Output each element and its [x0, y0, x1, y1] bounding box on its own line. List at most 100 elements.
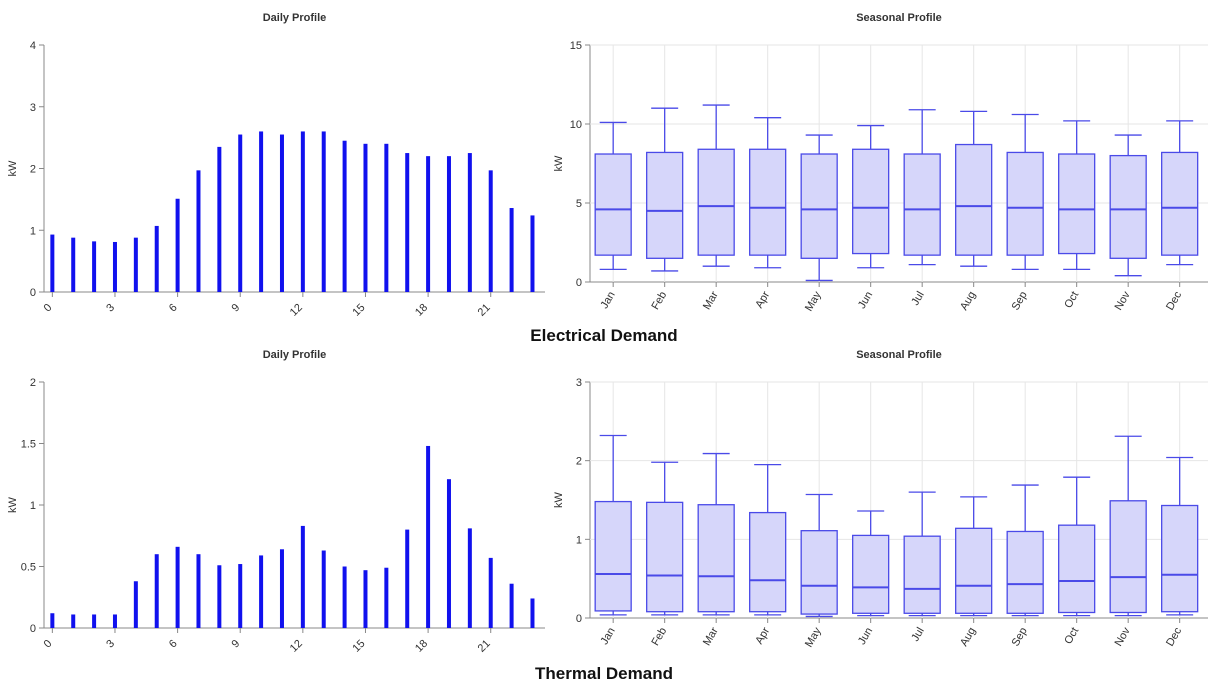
bar-hour-17 — [405, 529, 410, 628]
box-Apr: Apr — [749, 463, 787, 646]
x-tick-label: Jun — [856, 626, 875, 647]
x-tick-label: Aug — [958, 290, 978, 313]
bar-hour-18 — [426, 156, 431, 292]
bar-hour-14 — [342, 566, 347, 628]
box-iqr — [1161, 151, 1199, 256]
box-Apr: Apr — [749, 117, 787, 310]
box-Jun: Jun — [852, 124, 890, 311]
bar-hour-21 — [488, 170, 493, 292]
bar-hour-10 — [259, 555, 264, 628]
bar-hour-22 — [509, 583, 514, 628]
y-tick-label: 0.5 — [21, 562, 36, 574]
bar-hour-21 — [488, 557, 493, 628]
x-tick-label: 0 — [42, 302, 55, 315]
bar-hour-19 — [446, 156, 451, 292]
bar-hour-1 — [71, 237, 76, 292]
x-tick-label: Jan — [599, 290, 618, 311]
bar-hour-7 — [196, 170, 201, 292]
bar-hour-15 — [363, 570, 368, 628]
y-tick-label: 2 — [30, 164, 36, 176]
chart-title: Daily Profile — [263, 12, 327, 24]
bar-hour-3 — [112, 614, 117, 628]
bar-hour-2 — [92, 241, 97, 292]
thermal-daily-chart: Daily Profile kW 0 0.5 1 1.5 2 0 3 6 9 12 15 18 21 — [7, 349, 545, 655]
bar-hour-8 — [217, 565, 222, 628]
x-tick-label: Aug — [958, 626, 978, 649]
box-Mar: Mar — [697, 452, 735, 648]
y-tick-label: 0 — [576, 277, 582, 289]
x-tick-label: Jul — [909, 290, 926, 308]
y-tick-label: 1 — [30, 225, 36, 237]
y-axis-label: kW — [7, 160, 19, 177]
box-iqr — [852, 148, 890, 255]
box-iqr — [697, 148, 735, 256]
bar-hour-2 — [92, 614, 97, 628]
chart-title: Seasonal Profile — [856, 12, 942, 24]
x-tick-label: May — [803, 625, 824, 649]
bar-hour-7 — [196, 554, 201, 628]
bar-hour-13 — [321, 550, 326, 628]
bar-hour-1 — [71, 614, 76, 628]
y-tick-label: 0 — [576, 613, 582, 625]
bar-hour-20 — [467, 153, 472, 292]
x-tick-label: 15 — [350, 302, 367, 319]
x-tick-label: Dec — [1164, 289, 1184, 312]
chart-title: Seasonal Profile — [856, 349, 942, 361]
x-tick-label: Feb — [649, 290, 669, 312]
y-axis-label: kW — [7, 496, 19, 513]
x-tick-label: 12 — [288, 302, 305, 319]
x-tick-label: Oct — [1062, 626, 1081, 647]
x-tick-label: 6 — [167, 638, 180, 651]
y-tick-label: 3 — [576, 377, 582, 389]
y-tick-label: 5 — [576, 198, 582, 210]
x-tick-label: Jun — [856, 290, 875, 311]
electrical-demand-title: Electrical Demand — [530, 326, 678, 345]
y-tick-label: 2 — [30, 377, 36, 389]
x-tick-label: 15 — [350, 638, 367, 655]
bar-hour-18 — [426, 445, 431, 628]
x-tick-label: Oct — [1062, 290, 1081, 311]
box-iqr — [1058, 153, 1096, 255]
bar-hour-17 — [405, 153, 410, 292]
x-tick-label: May — [803, 289, 824, 313]
bar-hour-4 — [133, 581, 138, 628]
bar-hour-13 — [321, 131, 326, 292]
x-tick-label: Dec — [1164, 625, 1184, 648]
box-Sep: Sep — [1006, 484, 1044, 649]
box-Jul: Jul — [903, 491, 941, 644]
bar-hour-22 — [509, 208, 514, 292]
x-tick-label: 6 — [167, 302, 180, 315]
x-tick-label: Jan — [599, 626, 618, 647]
box-May: May — [800, 134, 838, 313]
y-tick-label: 2 — [576, 456, 582, 468]
thermal-demand-title: Thermal Demand — [535, 664, 673, 683]
x-tick-label: 3 — [104, 302, 117, 315]
box-Dec: Dec — [1161, 120, 1199, 312]
y-tick-label: 4 — [30, 40, 36, 52]
x-tick-label: Mar — [701, 625, 721, 648]
y-tick-label: 3 — [30, 102, 36, 114]
box-Oct: Oct — [1058, 476, 1096, 647]
bar-hour-11 — [279, 549, 284, 628]
bar-hour-15 — [363, 143, 368, 292]
box-Nov: Nov — [1109, 134, 1147, 312]
x-tick-label: Sep — [1010, 626, 1030, 649]
y-axis-label: kW — [553, 491, 565, 508]
x-tick-label: Feb — [649, 626, 669, 648]
bar-hour-23 — [530, 598, 535, 628]
y-tick-label: 15 — [570, 40, 582, 52]
box-May: May — [800, 493, 838, 649]
bar-hour-16 — [384, 143, 389, 292]
bar-hour-3 — [112, 241, 117, 292]
bar-hour-23 — [530, 215, 535, 292]
y-tick-label: 0 — [30, 287, 36, 299]
box-iqr — [1109, 154, 1147, 259]
x-tick-label: 21 — [476, 638, 493, 655]
box-Jul: Jul — [903, 109, 941, 308]
bar-hour-12 — [300, 525, 305, 628]
x-tick-label: 18 — [413, 638, 430, 655]
chart-title: Daily Profile — [263, 349, 327, 361]
x-tick-label: Nov — [1113, 625, 1133, 648]
